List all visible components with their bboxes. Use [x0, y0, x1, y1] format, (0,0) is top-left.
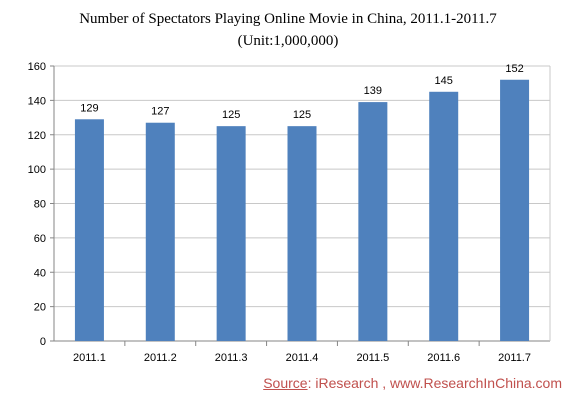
data-label: 152 — [505, 63, 523, 75]
y-tick-label: 60 — [34, 233, 46, 245]
bar — [74, 119, 104, 341]
bar — [500, 79, 530, 341]
x-tick-label: 2011.5 — [356, 352, 389, 364]
data-label: 145 — [435, 75, 453, 87]
data-label: 129 — [80, 102, 98, 114]
chart-title: Number of Spectators Playing Online Movi… — [79, 11, 497, 27]
bar — [216, 126, 246, 341]
y-tick-label: 40 — [34, 267, 46, 279]
data-label: 127 — [151, 106, 169, 118]
bar — [287, 126, 317, 341]
chart-title-block: Number of Spectators Playing Online Movi… — [0, 8, 576, 52]
bar — [358, 102, 388, 341]
data-label: 125 — [293, 109, 311, 121]
y-tick-label: 0 — [40, 336, 46, 348]
x-axis-ticks: 2011.1 2011.2 2011.3 2011.4 2011.5 2011.6 2011… — [73, 341, 531, 364]
data-label: 125 — [222, 109, 240, 121]
bar — [145, 122, 175, 341]
x-tick-label: 2011.7 — [498, 352, 531, 364]
y-tick-label: 80 — [34, 199, 46, 211]
x-tick-label: 2011.1 — [73, 352, 106, 364]
y-tick-label: 140 — [28, 95, 46, 107]
source-text: : iResearch , www.ResearchInChina.com — [307, 375, 562, 391]
data-label: 139 — [364, 85, 382, 97]
y-tick-label: 20 — [34, 302, 46, 314]
x-tick-label: 2011.3 — [215, 352, 248, 364]
bars — [74, 79, 530, 341]
x-tick-label: 2011.6 — [427, 352, 460, 364]
data-labels: 129 127 125 125 139 145 152 — [80, 63, 524, 121]
source-note: Source: iResearch , www.ResearchInChina.… — [263, 375, 562, 391]
bar — [429, 91, 459, 341]
chart-subtitle: (Unit:1,000,000) — [237, 33, 339, 49]
y-axis-ticks: 0 20 40 60 80 100 120 140 160 — [28, 61, 54, 348]
x-tick-label: 2011.2 — [144, 352, 177, 364]
y-tick-label: 100 — [28, 164, 46, 176]
y-tick-label: 120 — [28, 130, 46, 142]
source-label: Source — [263, 375, 308, 391]
x-tick-label: 2011.4 — [286, 352, 319, 364]
y-tick-label: 160 — [28, 61, 46, 73]
